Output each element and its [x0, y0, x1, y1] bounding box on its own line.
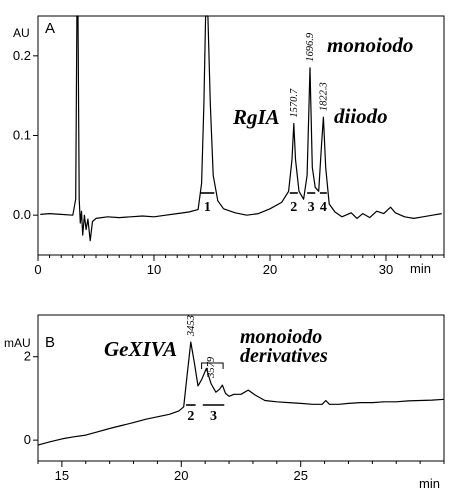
panel-b-ticks: 15 20 25 0 2	[24, 349, 445, 483]
panel-b-x-unit: min	[419, 476, 440, 491]
annotation-monoiodo-b: monoiodo	[240, 326, 322, 348]
annotation-gexiva: GeXIVA	[104, 337, 177, 361]
y-tick-label-a-1: 0.1	[13, 128, 31, 143]
trace-line-a	[40, 15, 442, 242]
peak-mass-label-a-2: 1822.3	[318, 82, 329, 111]
x-tick-label-b-25: 25	[293, 468, 307, 483]
fraction-label-a-2: 2	[290, 200, 297, 215]
y-tick-label-b-0: 0	[24, 432, 31, 447]
peak-mass-label-b-0: 3453	[186, 315, 197, 337]
x-tick-label-b-15: 15	[55, 468, 69, 483]
fraction-label-b-2: 2	[187, 409, 194, 424]
y-tick-label-b-1: 2	[24, 349, 31, 364]
panel-a-trace	[40, 15, 442, 242]
panel-b-trace	[37, 341, 445, 446]
y-tick-label-a-2: 0.2	[13, 48, 31, 63]
trace-line-b	[37, 341, 445, 446]
fraction-label-a-3: 3	[308, 200, 315, 215]
panel-b-mass-labels: 3453 3579	[186, 315, 217, 379]
peak-mass-label-b-1: 3579	[206, 356, 217, 379]
annotation-diiodo: diiodo	[334, 104, 388, 128]
x-tick-label-a-20: 20	[263, 262, 277, 277]
annotation-rgia: RgIA	[232, 105, 280, 129]
x-tick-label-a-10: 10	[147, 262, 161, 277]
fraction-label-a-4: 4	[320, 200, 327, 215]
y-tick-label-a-0: 0.0	[13, 207, 31, 222]
panel-a-ticks: 0 10 20 30 0.0 0.1 0.2	[13, 48, 445, 277]
derivatives-bracket	[201, 362, 224, 369]
panel-a-x-unit: min	[410, 261, 431, 276]
panel-a: A AU min 0 10 20 30 0.0 0.1 0.2 1570.7 1696.9 18…	[13, 15, 445, 277]
peak-mass-label-a-1: 1696.9	[305, 32, 316, 62]
peak-mass-label-a-0: 1570.7	[289, 88, 300, 118]
fraction-label-b-3: 3	[210, 409, 217, 424]
x-tick-label-a-30: 30	[379, 262, 393, 277]
panel-a-label: A	[45, 20, 55, 37]
panel-b-y-unit: mAU	[4, 336, 31, 350]
x-tick-label-b-20: 20	[174, 468, 188, 483]
fraction-label-a-1: 1	[204, 200, 211, 215]
annotation-derivatives: derivatives	[240, 345, 328, 367]
annotation-monoiodo-a: monoiodo	[327, 33, 413, 57]
x-tick-label-a-0: 0	[34, 262, 41, 277]
panel-a-y-unit: AU	[13, 26, 30, 40]
panel-b-frame	[37, 314, 445, 462]
panel-b-label: B	[45, 334, 55, 351]
panel-b-bracket	[201, 362, 224, 369]
panel-a-mass-labels: 1570.7 1696.9 1822.3	[289, 32, 330, 117]
